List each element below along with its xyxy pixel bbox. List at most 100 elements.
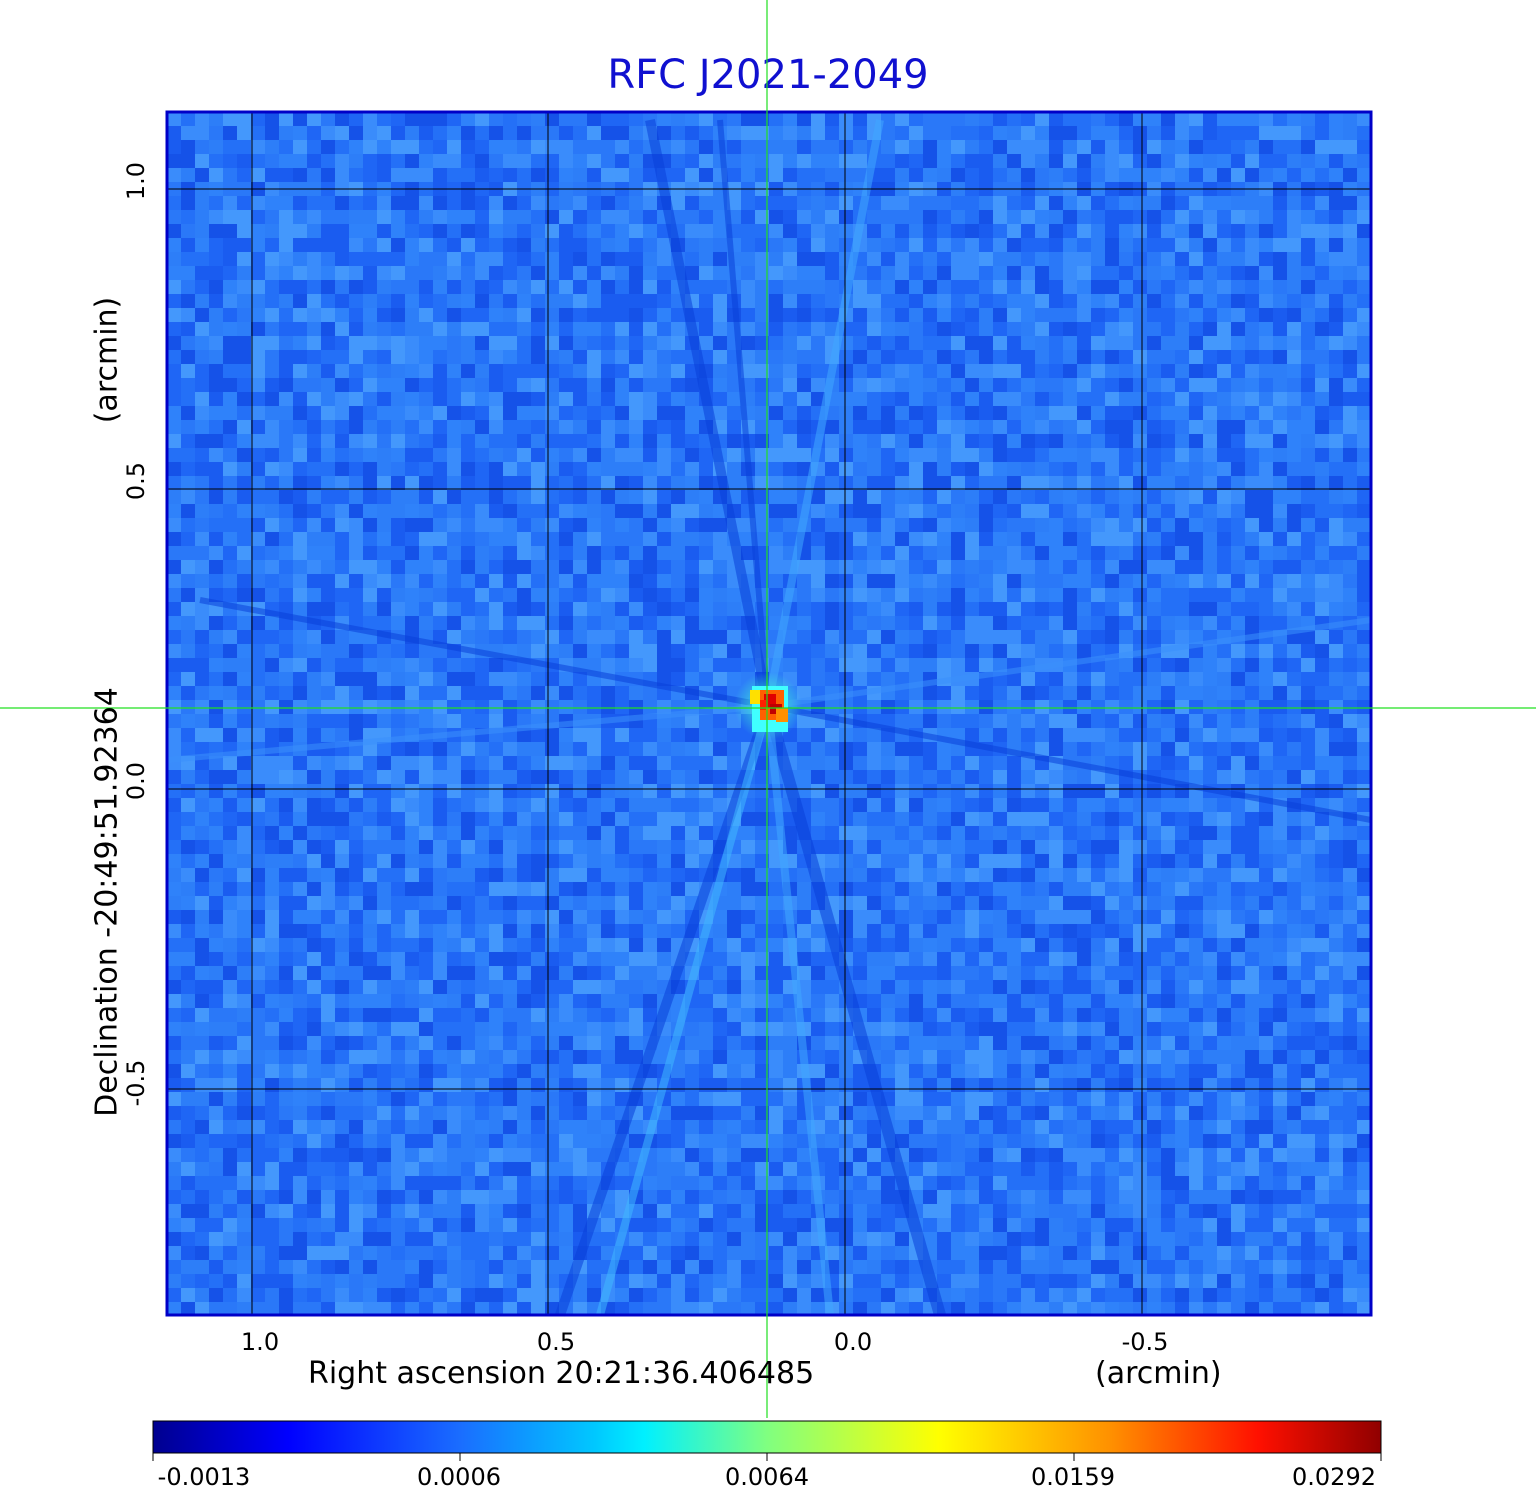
map-pixel: [601, 168, 615, 182]
map-pixel: [307, 840, 321, 854]
map-pixel: [1105, 658, 1119, 672]
map-pixel: [559, 322, 573, 336]
map-pixel: [629, 630, 643, 644]
map-pixel: [461, 476, 475, 490]
map-pixel: [1203, 560, 1217, 574]
map-pixel: [1119, 532, 1133, 546]
map-pixel: [573, 532, 587, 546]
map-pixel: [307, 406, 321, 420]
map-pixel: [293, 826, 307, 840]
map-pixel: [419, 560, 433, 574]
map-pixel: [965, 392, 979, 406]
map-pixel: [1287, 770, 1301, 784]
map-pixel: [1287, 644, 1301, 658]
map-pixel: [629, 252, 643, 266]
map-pixel: [587, 224, 601, 238]
map-pixel: [1273, 882, 1287, 896]
map-pixel: [237, 154, 251, 168]
map-pixel: [867, 574, 881, 588]
map-pixel: [1273, 504, 1287, 518]
map-pixel: [1287, 840, 1301, 854]
map-pixel: [671, 322, 685, 336]
map-pixel: [1315, 378, 1329, 392]
map-pixel: [461, 756, 475, 770]
map-pixel: [895, 140, 909, 154]
map-pixel: [979, 420, 993, 434]
map-pixel: [1357, 588, 1371, 602]
map-pixel: [657, 294, 671, 308]
map-pixel: [1161, 168, 1175, 182]
map-pixel: [1105, 294, 1119, 308]
map-pixel: [405, 616, 419, 630]
map-pixel: [993, 882, 1007, 896]
map-pixel: [181, 882, 195, 896]
map-pixel: [923, 826, 937, 840]
map-pixel: [825, 756, 839, 770]
map-pixel: [447, 336, 461, 350]
map-pixel: [475, 826, 489, 840]
map-pixel: [1133, 252, 1147, 266]
map-pixel: [1049, 322, 1063, 336]
map-pixel: [1133, 154, 1147, 168]
map-pixel: [265, 434, 279, 448]
map-pixel: [1217, 140, 1231, 154]
map-pixel: [1133, 518, 1147, 532]
map-pixel: [923, 616, 937, 630]
map-pixel: [335, 630, 349, 644]
map-pixel: [1217, 266, 1231, 280]
map-pixel: [1077, 350, 1091, 364]
map-pixel: [951, 350, 965, 364]
map-pixel: [461, 574, 475, 588]
map-pixel: [881, 126, 895, 140]
map-pixel: [265, 728, 279, 742]
map-pixel: [741, 840, 755, 854]
map-pixel: [195, 882, 209, 896]
map-pixel: [1147, 154, 1161, 168]
map-pixel: [1203, 574, 1217, 588]
map-pixel: [853, 308, 867, 322]
map-pixel: [629, 574, 643, 588]
map-pixel: [279, 154, 293, 168]
map-pixel: [965, 728, 979, 742]
map-pixel: [1035, 504, 1049, 518]
map-pixel: [349, 840, 363, 854]
map-pixel: [699, 490, 713, 504]
map-pixel: [965, 112, 979, 126]
map-pixel: [321, 112, 335, 126]
map-pixel: [923, 140, 937, 154]
map-pixel: [1287, 560, 1301, 574]
map-pixel: [587, 322, 601, 336]
map-pixel: [1063, 560, 1077, 574]
map-pixel: [237, 280, 251, 294]
map-pixel: [195, 238, 209, 252]
map-pixel: [657, 112, 671, 126]
map-pixel: [223, 658, 237, 672]
map-pixel: [545, 798, 559, 812]
map-pixel: [1021, 910, 1035, 924]
map-pixel: [237, 630, 251, 644]
map-pixel: [517, 364, 531, 378]
map-pixel: [307, 882, 321, 896]
map-pixel: [881, 112, 895, 126]
map-pixel: [853, 392, 867, 406]
map-pixel: [657, 364, 671, 378]
map-pixel: [783, 112, 797, 126]
map-pixel: [419, 420, 433, 434]
map-pixel: [1343, 448, 1357, 462]
map-pixel: [237, 658, 251, 672]
map-pixel: [1203, 854, 1217, 868]
map-pixel: [909, 294, 923, 308]
map-pixel: [209, 154, 223, 168]
map-pixel: [951, 434, 965, 448]
map-pixel: [1077, 602, 1091, 616]
map-pixel: [307, 490, 321, 504]
map-pixel: [167, 812, 181, 826]
map-pixel: [1175, 490, 1189, 504]
map-pixel: [573, 350, 587, 364]
map-pixel: [895, 672, 909, 686]
map-pixel: [391, 882, 405, 896]
map-pixel: [601, 196, 615, 210]
map-pixel: [1231, 364, 1245, 378]
map-pixel: [643, 350, 657, 364]
map-pixel: [265, 266, 279, 280]
